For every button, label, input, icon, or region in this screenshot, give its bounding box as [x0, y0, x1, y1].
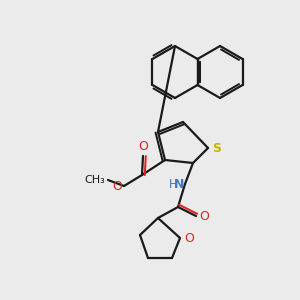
- Text: O: O: [112, 179, 122, 193]
- Text: O: O: [199, 209, 209, 223]
- Text: CH₃: CH₃: [84, 175, 105, 185]
- Text: O: O: [184, 232, 194, 244]
- Text: S: S: [212, 142, 221, 154]
- Text: N: N: [174, 178, 184, 190]
- Text: H: H: [169, 178, 178, 190]
- Text: O: O: [138, 140, 148, 153]
